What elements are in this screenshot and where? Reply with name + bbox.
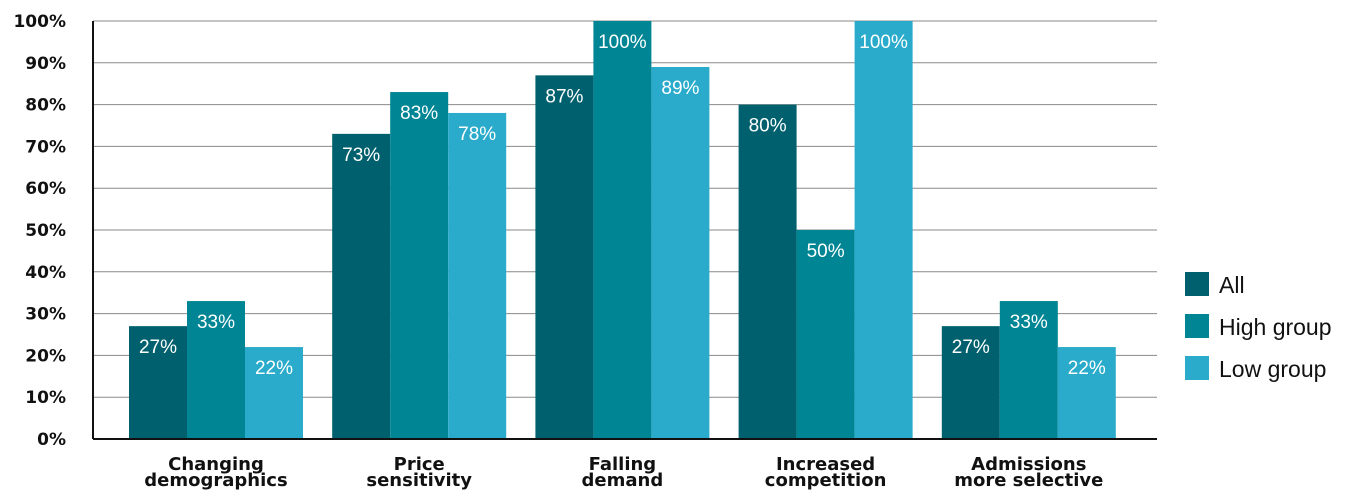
x-category-label: Changing demographics [144,454,287,491]
legend-label: All [1219,272,1245,298]
x-category-label-line: more selective [954,470,1103,491]
y-tick-label: 40% [25,263,66,283]
y-tick-label: 100% [13,12,66,32]
legend-swatch [1185,272,1209,296]
legend-label: Low group [1219,356,1326,382]
legend-swatch [1185,314,1209,338]
x-category-label-line: sensitivity [366,470,472,491]
bar [390,92,449,439]
bar [796,230,855,439]
data-label: 50% [807,241,845,262]
x-category-label-line: Price [394,454,445,475]
x-category-label-line: competition [765,470,887,491]
y-tick-label: 20% [25,346,66,366]
x-category-label: Admissions more selective [954,454,1103,491]
bar [854,21,913,439]
data-label: 87% [545,86,583,107]
data-label: 33% [1010,312,1048,333]
y-tick-label: 50% [25,221,66,241]
bar [245,347,303,439]
x-category-label: Falling demand [582,454,664,491]
bar [593,21,652,439]
data-label: 78% [458,124,496,145]
bar [129,326,187,439]
data-label: 22% [1068,358,1106,379]
data-label: 27% [952,337,990,358]
bar [332,133,391,440]
legend: All High group Low group [1185,272,1332,382]
data-label: 100% [859,32,908,53]
data-label: 22% [255,358,293,379]
bar [999,301,1058,439]
x-category-label-line: Falling [589,454,657,475]
x-category-label-line: Increased [776,454,875,475]
data-label: 89% [661,78,699,99]
bar [187,301,245,439]
data-label: 83% [400,103,438,124]
legend-label: High group [1219,314,1332,340]
bar [738,104,797,439]
legend-swatch [1185,356,1209,380]
axes [92,21,1157,440]
bar [1057,347,1116,439]
x-axis-category-labels: Changing demographics Price sensitivity Fall… [144,454,1103,491]
x-category-label: Price sensitivity [366,454,472,491]
data-label: 100% [598,32,647,53]
bar [941,326,1000,439]
y-tick-label: 10% [25,388,66,408]
y-tick-label: 60% [25,179,66,199]
y-tick-label: 90% [25,54,66,74]
y-tick-label: 80% [25,96,66,116]
x-category-label-line: demand [582,470,664,491]
y-tick-label: 30% [25,305,66,325]
x-category-label-line: Changing [168,454,264,475]
data-label: 33% [197,312,235,333]
y-tick-label: 0% [37,430,66,450]
x-category-label: Increased competition [765,454,887,491]
data-label: 80% [749,116,787,137]
x-category-label-line: demographics [144,470,287,491]
bars [129,21,1116,440]
bar [448,112,507,440]
data-labels: 27% 73% 87% 80% 27% 33% 83% 100% 50% 33% 22% 78% 89%… [139,32,1106,379]
data-label: 27% [139,337,177,358]
data-label: 73% [342,145,380,166]
y-tick-label: 70% [25,137,66,157]
bar [535,75,594,439]
y-axis-tick-labels: 0% 10% 20% 30% 40% 50% 60% 70% 80% 90% 100% [13,12,66,450]
bar [651,66,710,439]
x-category-label-line: Admissions [971,454,1086,475]
